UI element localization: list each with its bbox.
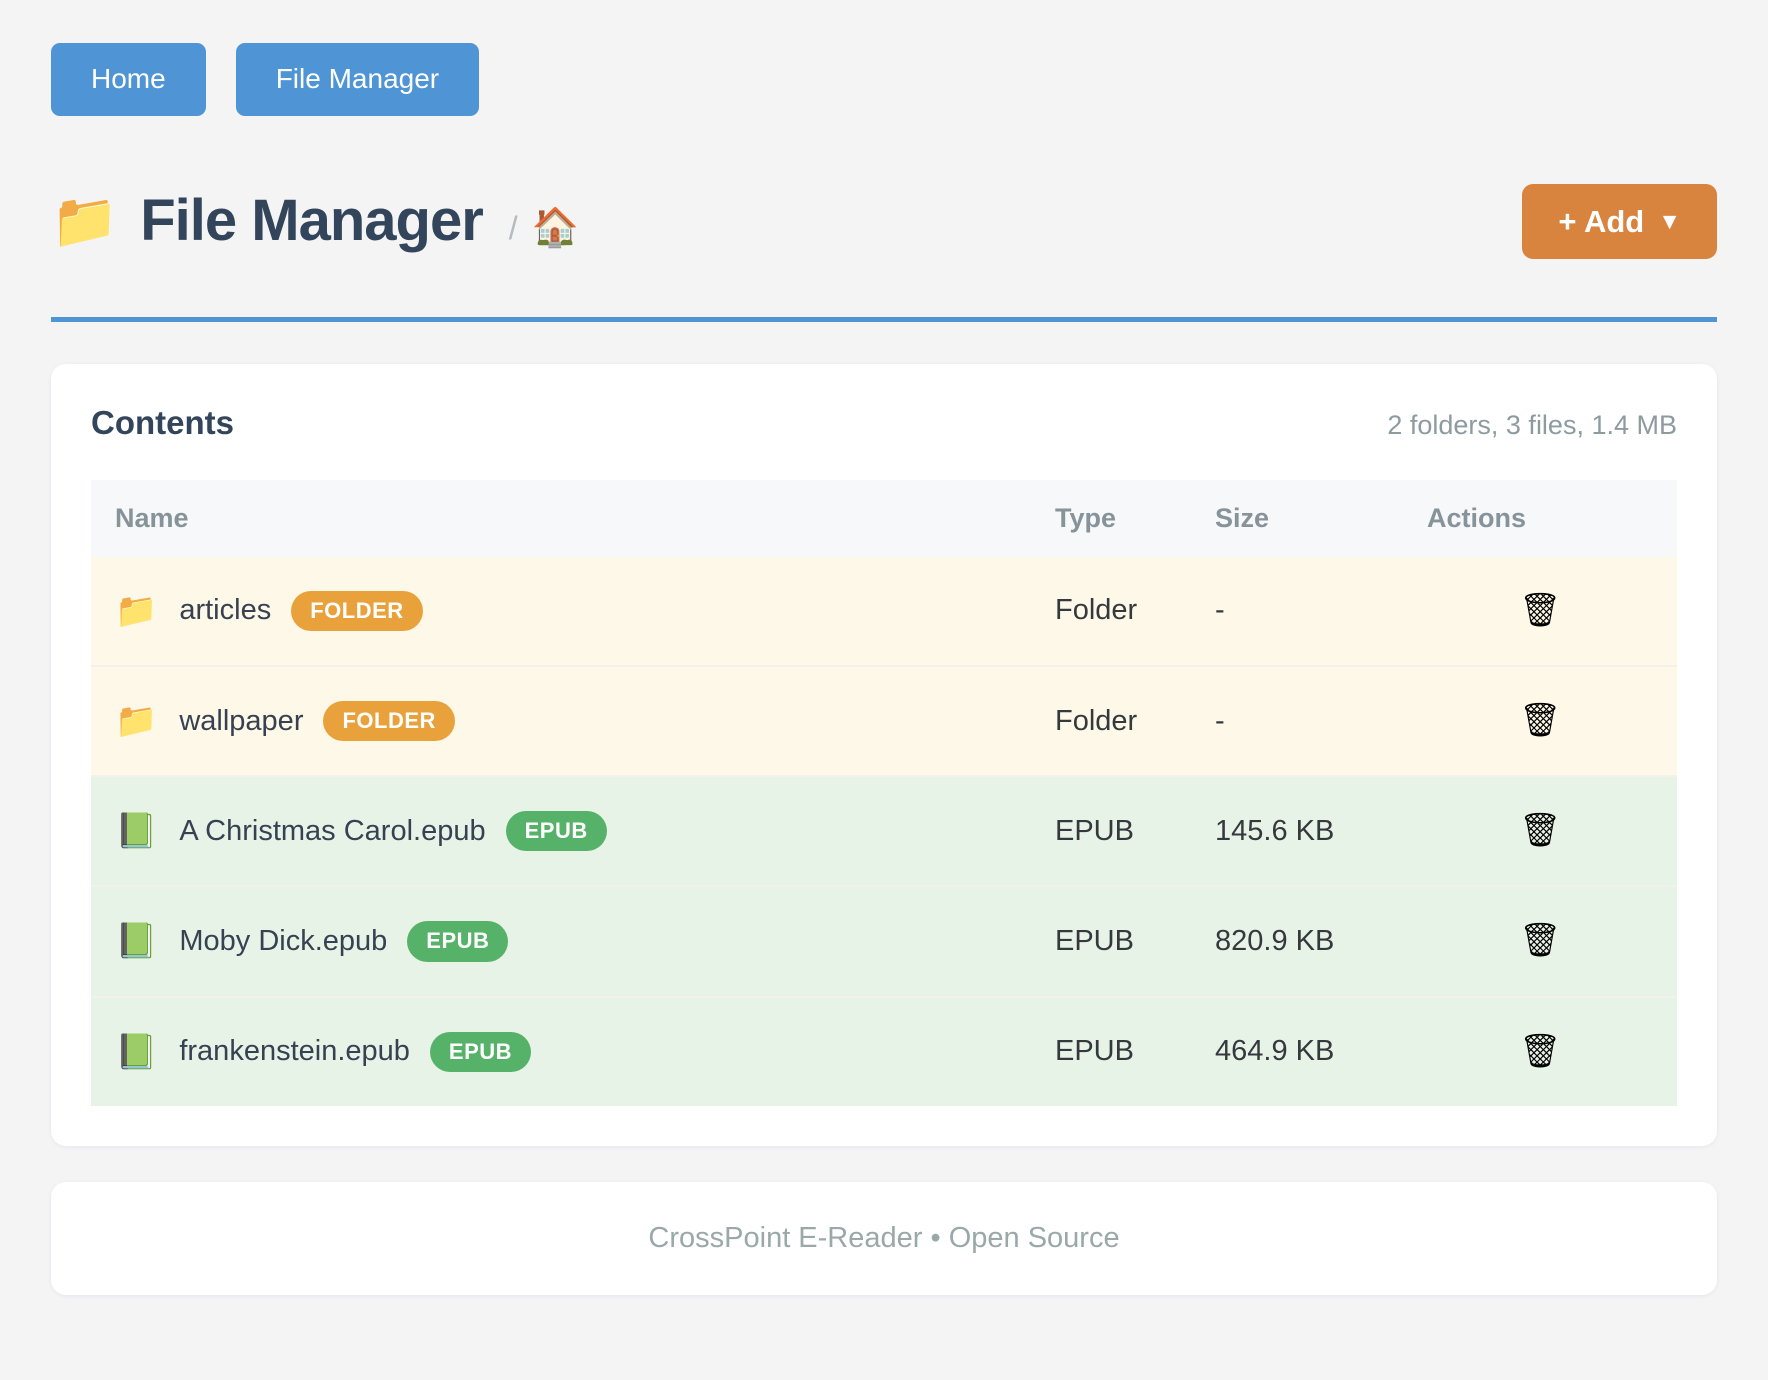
table-row: 📁 wallpaper FOLDER Folder - 🗑 — [91, 664, 1677, 776]
type-cell: EPUB — [1031, 995, 1191, 1106]
type-cell: Folder — [1031, 664, 1191, 776]
table-header-row: Name Type Size Actions — [91, 479, 1677, 557]
item-name-link[interactable]: A Christmas Carol.epub — [179, 814, 486, 847]
table-row: 📗 Moby Dick.epub EPUB EPUB 820.9 KB 🗑 — [91, 885, 1677, 996]
breadcrumb: / 🏠 — [509, 209, 579, 247]
contents-summary: 2 folders, 3 files, 1.4 MB — [1387, 409, 1677, 440]
type-cell: EPUB — [1031, 775, 1191, 886]
size-cell: - — [1191, 556, 1403, 665]
epub-badge: EPUB — [407, 921, 509, 962]
contents-card-header: Contents 2 folders, 3 files, 1.4 MB — [91, 404, 1677, 442]
add-button-label: + Add — [1558, 203, 1645, 239]
table-row: 📁 articles FOLDER Folder - 🗑 — [91, 556, 1677, 665]
trash-icon: 🗑 — [1519, 1031, 1561, 1069]
footer: CrossPoint E-Reader • Open Source — [51, 1181, 1717, 1295]
item-name-link[interactable]: wallpaper — [179, 704, 304, 737]
size-cell: 820.9 KB — [1191, 885, 1403, 996]
book-icon: 📗 — [115, 812, 158, 851]
column-header-actions: Actions — [1403, 479, 1677, 557]
type-cell: EPUB — [1031, 885, 1191, 996]
contents-title: Contents — [91, 403, 234, 441]
size-cell: 464.9 KB — [1191, 995, 1403, 1106]
column-header-name: Name — [91, 479, 1031, 557]
contents-card: Contents 2 folders, 3 files, 1.4 MB Name… — [51, 363, 1717, 1146]
column-header-type: Type — [1031, 479, 1191, 557]
size-cell: - — [1191, 664, 1403, 776]
home-icon[interactable]: 🏠 — [531, 207, 580, 250]
delete-button[interactable]: 🗑 — [1519, 703, 1561, 736]
add-button[interactable]: + Add ▼ — [1522, 183, 1717, 259]
name-cell: 📗 Moby Dick.epub EPUB — [115, 921, 1007, 962]
name-cell: 📁 wallpaper FOLDER — [115, 700, 1007, 742]
folder-badge: FOLDER — [291, 590, 423, 631]
column-header-size: Size — [1191, 479, 1403, 557]
item-name-link[interactable]: articles — [179, 594, 272, 627]
page-title: File Manager — [140, 188, 484, 254]
name-cell: 📗 A Christmas Carol.epub EPUB — [115, 811, 1007, 852]
title-divider — [51, 316, 1717, 322]
title-group: 📁 File Manager / 🏠 — [51, 189, 579, 253]
page-header: 📁 File Manager / 🏠 + Add ▼ — [51, 183, 1717, 259]
epub-badge: EPUB — [429, 1031, 532, 1072]
file-manager-button[interactable]: File Manager — [235, 43, 480, 116]
chevron-down-icon: ▼ — [1658, 207, 1681, 234]
name-cell: 📗 frankenstein.epub EPUB — [115, 1031, 1007, 1072]
breadcrumb-separator: / — [508, 209, 518, 246]
folder-icon: 📁 — [51, 191, 119, 252]
trash-icon: 🗑 — [1519, 921, 1561, 959]
book-icon: 📗 — [115, 1032, 158, 1071]
trash-icon: 🗑 — [1519, 590, 1561, 628]
delete-button[interactable]: 🗑 — [1519, 1034, 1561, 1067]
file-table: Name Type Size Actions 📁 articles FOLDER — [91, 479, 1677, 1106]
trash-icon: 🗑 — [1519, 811, 1561, 849]
item-name-link[interactable]: Moby Dick.epub — [179, 924, 388, 957]
folder-icon: 📁 — [115, 591, 158, 630]
table-row: 📗 frankenstein.epub EPUB EPUB 464.9 KB 🗑 — [91, 995, 1677, 1106]
delete-button[interactable]: 🗑 — [1519, 593, 1561, 626]
delete-button[interactable]: 🗑 — [1519, 923, 1561, 956]
folder-icon: 📁 — [115, 702, 158, 741]
type-cell: Folder — [1031, 556, 1191, 665]
size-cell: 145.6 KB — [1191, 775, 1403, 886]
epub-badge: EPUB — [505, 811, 607, 852]
name-cell: 📁 articles FOLDER — [115, 590, 1007, 631]
top-nav: Home File Manager — [51, 43, 1717, 116]
folder-badge: FOLDER — [323, 700, 455, 742]
footer-text: CrossPoint E-Reader • Open Source — [648, 1221, 1120, 1254]
trash-icon: 🗑 — [1519, 701, 1561, 739]
book-icon: 📗 — [115, 922, 158, 961]
delete-button[interactable]: 🗑 — [1519, 813, 1561, 846]
home-button[interactable]: Home — [51, 43, 206, 116]
table-row: 📗 A Christmas Carol.epub EPUB EPUB 145.6… — [91, 775, 1677, 886]
item-name-link[interactable]: frankenstein.epub — [179, 1035, 410, 1068]
